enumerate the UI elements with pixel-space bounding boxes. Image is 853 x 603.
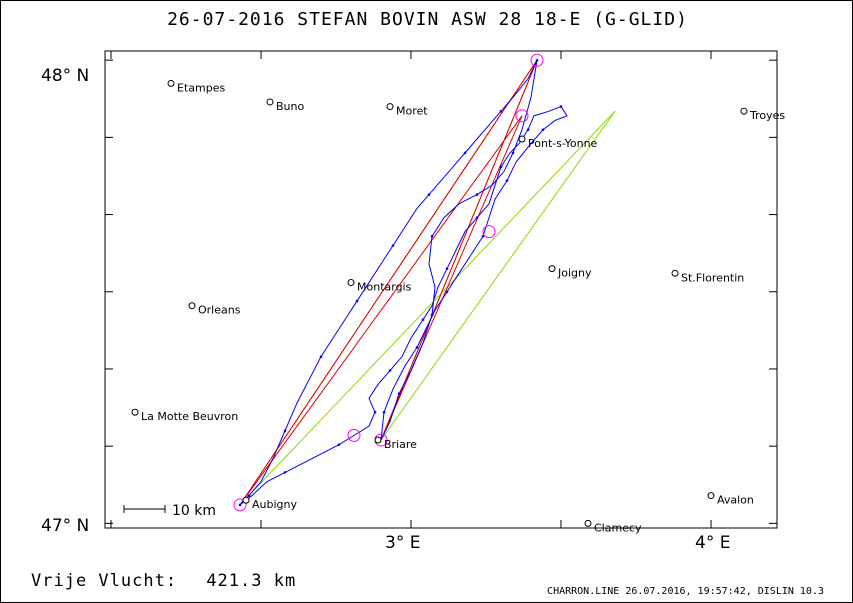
turnpoint-circle xyxy=(515,109,529,123)
place-marker xyxy=(374,436,382,444)
track-line xyxy=(239,60,568,506)
place-label: St.Florentin xyxy=(681,271,744,284)
page-title: 26-07-2016 STEFAN BOVIN ASW 28 18-E (G-G… xyxy=(167,9,688,30)
track-fix xyxy=(430,234,434,238)
sector-line xyxy=(239,110,616,506)
track-fix xyxy=(337,443,341,446)
track-fix xyxy=(355,299,359,303)
lon-label-3: 3° E xyxy=(385,533,420,553)
place-label: Joigny xyxy=(557,267,592,280)
flight-track xyxy=(238,58,568,507)
track-fix xyxy=(283,429,287,433)
track-fix xyxy=(526,128,530,132)
track-fix xyxy=(415,346,419,349)
track-fix xyxy=(319,355,323,358)
place-label: Aubigny xyxy=(252,498,297,511)
place-markers: Etampes Buno Moret Troyes Pont-s-Yonne Montar… xyxy=(131,79,785,534)
place-label: Pont-s-Yonne xyxy=(528,137,598,150)
track-fix xyxy=(283,471,287,474)
turnpoint-circle xyxy=(530,53,544,67)
track-fix xyxy=(559,105,563,108)
track-fix xyxy=(445,290,449,294)
place-label: Troyes xyxy=(749,109,785,122)
place-marker xyxy=(167,79,175,87)
track-fix xyxy=(499,165,503,169)
axis-ticks xyxy=(105,51,777,528)
turnpoint-circle xyxy=(233,498,247,512)
track-fix xyxy=(499,109,503,113)
place-label: Clamecy xyxy=(594,521,642,534)
scale-bar-label: 10 km xyxy=(172,503,216,519)
place-marker xyxy=(242,496,250,504)
place-label: Etampes xyxy=(177,81,225,94)
sector-line xyxy=(380,110,616,441)
track-fix xyxy=(238,503,242,507)
track-fix xyxy=(247,494,251,497)
track-fix xyxy=(427,193,431,196)
track-fix xyxy=(382,410,386,414)
sector-lines xyxy=(239,110,616,506)
lat-label-47: 47° N xyxy=(41,516,89,536)
distance-summary: Vrije Vlucht: 421.3 km xyxy=(31,571,296,591)
place-marker xyxy=(518,135,526,143)
track-fix xyxy=(541,128,545,132)
track-fix xyxy=(373,410,377,414)
track-fix xyxy=(388,369,392,372)
turnpoint-circle xyxy=(482,225,496,239)
scale-bar: 10 km xyxy=(123,503,216,519)
track-fix xyxy=(475,193,479,196)
place-label: Moret xyxy=(396,105,428,118)
track-fix xyxy=(481,234,485,238)
track-fix xyxy=(421,318,425,321)
place-label: Orleans xyxy=(198,304,241,317)
track-fix xyxy=(505,179,509,182)
place-label: Briare xyxy=(384,438,417,451)
map-frame xyxy=(104,50,778,529)
place-marker xyxy=(131,408,139,416)
place-marker xyxy=(347,279,355,287)
track-fix xyxy=(511,151,515,155)
place-label: Buno xyxy=(276,100,304,113)
place-marker xyxy=(671,269,679,277)
place-label: La Motte Beuvron xyxy=(141,410,238,423)
place-label: Avalon xyxy=(717,494,754,507)
place-marker xyxy=(266,98,274,106)
turnpoint-circle xyxy=(347,428,361,442)
place-marker xyxy=(707,492,715,500)
place-marker xyxy=(740,107,748,115)
place-marker xyxy=(584,519,592,527)
track-fix xyxy=(391,244,395,247)
track-fix xyxy=(430,313,434,317)
place-marker xyxy=(548,265,556,273)
track-fix xyxy=(535,58,539,62)
distance-value: 421.3 km xyxy=(206,571,297,591)
track-fix xyxy=(397,392,401,395)
lat-label-48: 48° N xyxy=(41,66,89,86)
track-fix xyxy=(475,216,479,220)
track-fix xyxy=(445,267,449,270)
place-marker xyxy=(386,103,394,111)
lon-label-4: 4° E xyxy=(695,533,730,553)
place-marker xyxy=(188,302,196,310)
distance-label: Vrije Vlucht: xyxy=(31,571,178,591)
software-credit: CHARRON.LINE 26.07.2016, 19:57:42, DISLI… xyxy=(547,586,824,597)
place-label: Montargis xyxy=(357,281,412,294)
track-fix xyxy=(463,151,467,155)
